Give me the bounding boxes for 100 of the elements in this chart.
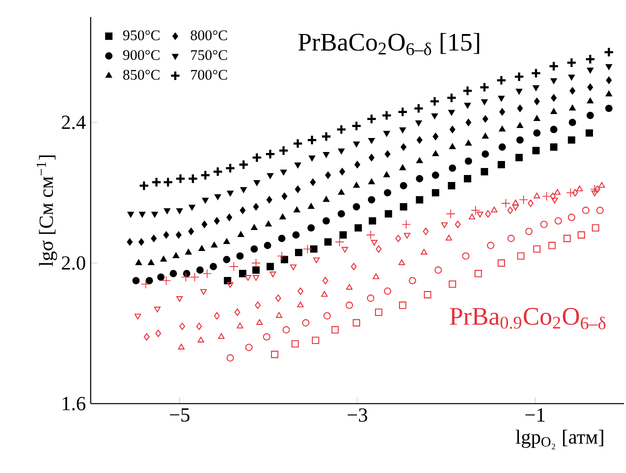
point [400, 203, 408, 210]
point [422, 228, 429, 236]
point [533, 129, 541, 137]
point [516, 122, 524, 128]
point [282, 326, 290, 334]
point [266, 173, 274, 179]
point [214, 217, 220, 225]
point [270, 350, 278, 358]
point [198, 336, 204, 342]
legend-label: 850°C [123, 70, 160, 80]
point [138, 212, 146, 218]
point [144, 333, 150, 341]
point [516, 88, 522, 94]
point [550, 108, 558, 114]
point [384, 189, 392, 196]
point [146, 276, 154, 284]
point [196, 266, 204, 274]
point [342, 246, 348, 253]
point [432, 189, 440, 196]
point [448, 110, 455, 116]
point [416, 175, 424, 182]
point [586, 129, 593, 137]
point [244, 275, 252, 281]
point [474, 270, 482, 278]
point [245, 344, 253, 352]
point [324, 238, 332, 246]
point [280, 170, 287, 176]
point [415, 120, 422, 126]
annotation: PrBa$_{0.9}$Co$_{2}$O$_{6–δ}$ [450, 308, 606, 330]
point [368, 217, 376, 225]
point [176, 296, 183, 302]
point [240, 206, 246, 214]
point [464, 175, 472, 182]
point [399, 127, 406, 134]
point [606, 90, 612, 96]
point [568, 118, 576, 126]
point [352, 203, 360, 210]
point [321, 291, 328, 297]
point [198, 245, 206, 252]
point [518, 195, 528, 204]
point [501, 198, 510, 208]
point [446, 92, 457, 104]
point [127, 212, 134, 218]
point [162, 276, 171, 286]
point [420, 248, 428, 255]
point [252, 266, 260, 274]
point [218, 333, 225, 339]
point [308, 156, 316, 162]
point [294, 162, 302, 168]
point [322, 196, 330, 202]
point [252, 275, 260, 281]
point [464, 102, 471, 109]
point [202, 268, 212, 278]
point [550, 143, 558, 151]
point [606, 64, 612, 70]
point [499, 108, 506, 116]
point [604, 46, 614, 58]
point [224, 162, 236, 174]
point [236, 252, 244, 260]
point [312, 336, 320, 344]
point [185, 248, 192, 255]
point [176, 208, 183, 214]
point [368, 138, 375, 144]
point [238, 159, 249, 170]
point [516, 136, 524, 144]
point [482, 115, 488, 123]
point [586, 98, 594, 104]
point [568, 214, 576, 222]
point [498, 160, 505, 168]
legend-label: 700°C [191, 70, 228, 80]
point [570, 87, 576, 94]
point [138, 180, 150, 192]
point [507, 206, 514, 214]
point [134, 314, 142, 320]
point [507, 234, 515, 242]
point [157, 273, 165, 281]
point [566, 57, 577, 68]
point [336, 124, 347, 135]
point [566, 188, 576, 198]
point [354, 160, 360, 168]
point [449, 143, 456, 150]
x-tick-label: −1 [525, 408, 545, 422]
point [481, 99, 488, 106]
point [214, 194, 222, 200]
point [374, 308, 382, 316]
point [240, 187, 247, 193]
point [331, 326, 339, 334]
point [366, 230, 376, 240]
point [366, 114, 377, 124]
point [190, 272, 200, 282]
point [310, 245, 318, 253]
point [490, 206, 498, 212]
point [212, 166, 224, 177]
point [530, 68, 542, 79]
point [251, 258, 261, 268]
point [448, 182, 456, 190]
point [179, 322, 186, 330]
point [266, 196, 272, 204]
point [569, 104, 576, 110]
point [163, 231, 170, 239]
